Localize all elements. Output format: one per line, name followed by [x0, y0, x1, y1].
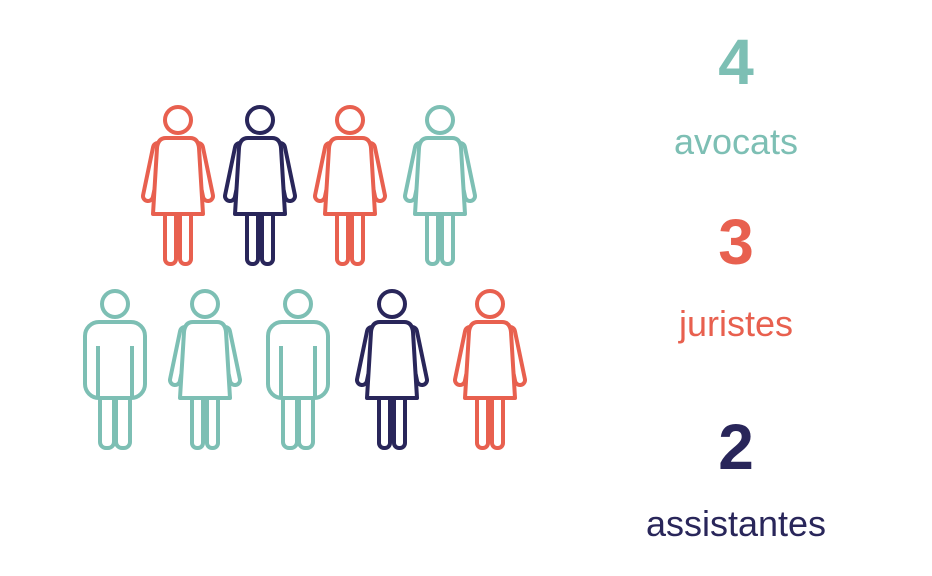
head: [475, 289, 505, 319]
dress: [463, 320, 517, 400]
leg: [178, 206, 193, 266]
stats: 4 avocats 3 juristes 2 assistantes: [646, 26, 826, 544]
head: [283, 289, 313, 319]
dress: [323, 136, 377, 216]
leg: [335, 206, 350, 266]
head: [425, 105, 455, 135]
dress: [365, 320, 419, 400]
leg: [190, 390, 205, 450]
leg: [475, 390, 490, 450]
dress: [178, 320, 232, 400]
person-icon: [223, 105, 297, 266]
leg: [260, 206, 275, 266]
person-icon: [313, 105, 387, 266]
head: [335, 105, 365, 135]
person-icon: [453, 289, 527, 450]
head: [163, 105, 193, 135]
person-icon: [141, 105, 215, 266]
leg: [350, 206, 365, 266]
person-icon: [168, 289, 242, 450]
dress: [233, 136, 287, 216]
dress: [151, 136, 205, 216]
leg: [392, 390, 407, 450]
stat-number: 2: [718, 411, 754, 483]
torso: [83, 320, 147, 400]
head: [245, 105, 275, 135]
leg: [245, 206, 260, 266]
person-icon: [403, 105, 477, 266]
person-icon: [83, 289, 147, 450]
icon-array: [83, 105, 527, 450]
stat-label: juristes: [678, 303, 793, 344]
dress: [413, 136, 467, 216]
head: [100, 289, 130, 319]
head: [377, 289, 407, 319]
stat-number: 3: [718, 206, 754, 278]
stat-label: assistantes: [646, 503, 826, 544]
leg: [377, 390, 392, 450]
torso: [266, 320, 330, 400]
stat-number: 4: [718, 26, 754, 98]
leg: [163, 206, 178, 266]
head: [190, 289, 220, 319]
leg: [425, 206, 440, 266]
person-icon: [355, 289, 429, 450]
person-icon: [266, 289, 330, 450]
leg: [440, 206, 455, 266]
stat-label: avocats: [674, 121, 798, 162]
leg: [205, 390, 220, 450]
leg: [490, 390, 505, 450]
